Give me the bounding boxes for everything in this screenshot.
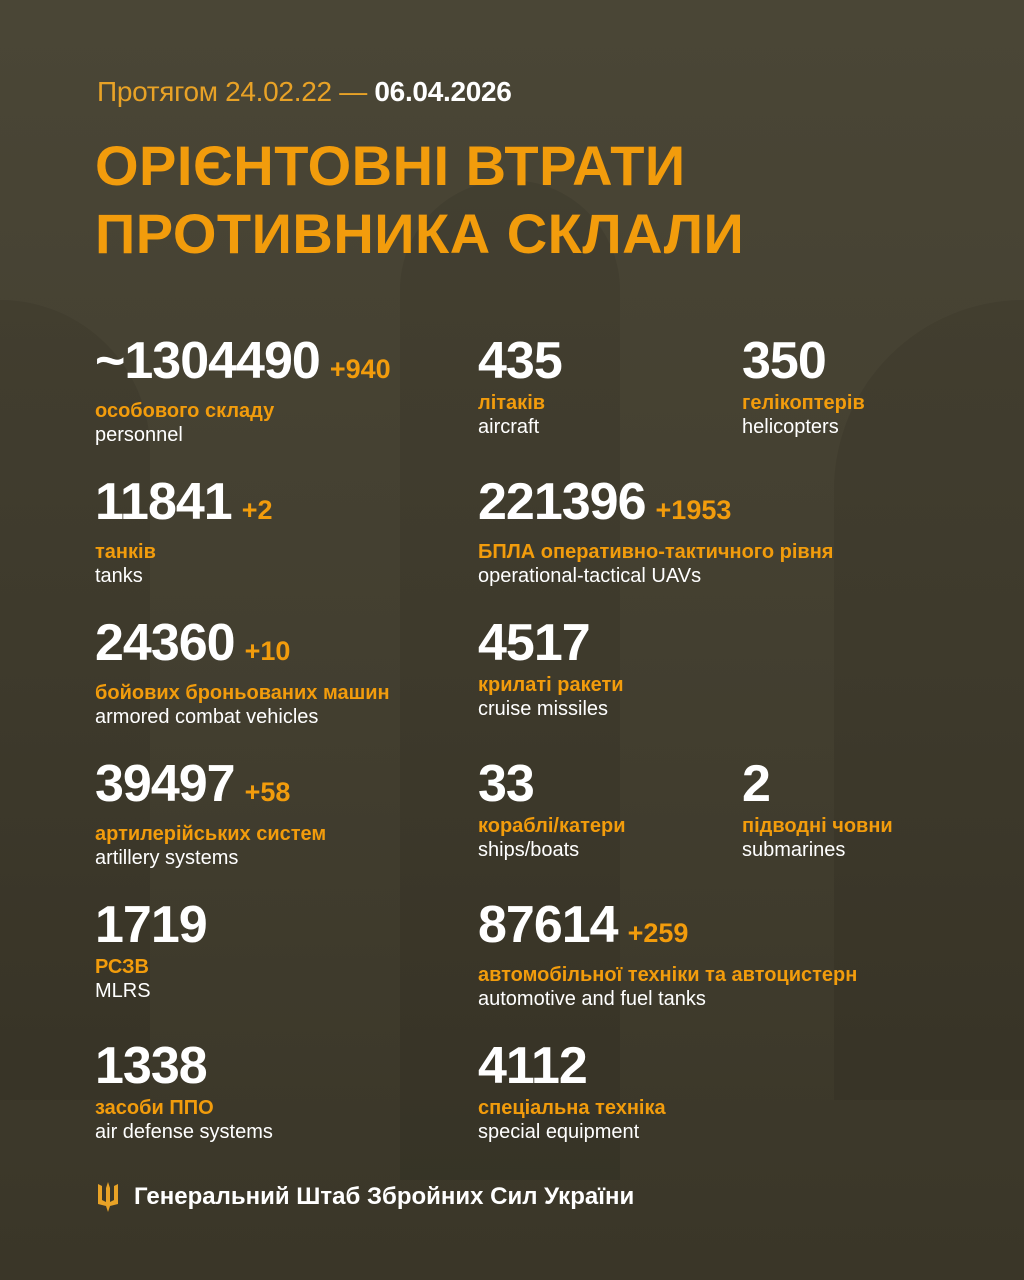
stat-value: 33 — [478, 755, 535, 813]
stat-label-ua: РСЗВ — [95, 956, 149, 978]
stat-item-ships-boats: 33 кораблі/катери ships/boats — [478, 756, 626, 862]
stat-label-en: submarines — [742, 839, 846, 861]
stat-delta: +1953 — [655, 495, 732, 525]
stat-value: 39497 +58 — [95, 755, 291, 813]
stat-value: 2 — [742, 755, 771, 813]
stat-delta: +259 — [627, 918, 689, 948]
stat-label-ua: кораблі/катери — [478, 815, 626, 837]
stat-value: 221396 +1953 — [478, 473, 732, 531]
stat-label-en: tanks — [95, 565, 143, 587]
stat-value: 4517 — [478, 614, 591, 672]
stat-item-operational-tactical-uavs: 221396 +1953 БПЛА оперативно-тактичного рі… — [478, 474, 833, 588]
stat-label-ua: бойових броньованих машин — [95, 682, 390, 704]
stat-label-en: ships/boats — [478, 839, 580, 861]
stat-value: 350 — [742, 332, 827, 390]
stat-value: 4112 — [478, 1037, 588, 1095]
stat-item-tanks: 11841 +2 танків tanks — [95, 474, 273, 588]
stat-item-personnel: ~1304490 +940 особового складу personnel — [95, 333, 391, 447]
stat-label-ua: танків — [95, 541, 156, 563]
stat-label-en: special equipment — [478, 1121, 640, 1143]
footer: Генеральний Штаб Збройних Сил України — [96, 1182, 634, 1212]
stat-label-ua: БПЛА оперативно-тактичного рівня — [478, 541, 834, 563]
stat-value: 11841 +2 — [95, 473, 273, 531]
background-trident-shape — [400, 180, 620, 1180]
stat-item-special-equipment: 4112 спеціальна техніка special equipment — [478, 1038, 666, 1144]
stat-label-en: aircraft — [478, 416, 540, 438]
stat-label-ua: автомобільної техніки та автоцистерн — [478, 964, 858, 986]
stat-value: 435 — [478, 332, 563, 390]
background-trident-shape — [0, 300, 150, 1100]
stat-label-en: MLRS — [95, 980, 151, 1002]
period-subtitle: Протягом 24.02.22 — 06.04.2026 — [97, 76, 512, 107]
stat-label-ua: гелікоптерів — [742, 392, 865, 414]
stat-value: 1338 — [95, 1037, 208, 1095]
stat-label-en: cruise missiles — [478, 698, 609, 720]
stat-label-en: artillery systems — [95, 847, 239, 869]
stat-delta: +2 — [241, 495, 273, 525]
stat-label-ua: спеціальна техніка — [478, 1097, 666, 1119]
stat-value: 24360 +10 — [95, 614, 291, 672]
stat-item-aircraft: 435 літаків aircraft — [478, 332, 563, 439]
stat-delta: +940 — [329, 354, 391, 384]
stat-item-automotive-and-fuel-tanks: 87614 +259 автомобільної техніки та автоци… — [478, 897, 857, 1011]
stat-label-en: personnel — [95, 424, 183, 446]
stat-label-en: automotive and fuel tanks — [478, 988, 706, 1010]
stat-item-submarines: 2 підводні човни submarines — [742, 756, 893, 862]
trident-icon — [98, 1182, 118, 1212]
stat-item-mlrs: 1719 РСЗВ MLRS — [95, 896, 208, 1003]
page-title: ОРІЄНТОВНІ ВТРАТИ ПРОТИВНИКА СКЛАЛИ — [95, 134, 745, 265]
stat-delta: +58 — [244, 777, 291, 807]
stat-item-armored-combat-vehicles: 24360 +10 бойових броньованих машин armored… — [95, 615, 390, 729]
stat-delta: +10 — [244, 636, 291, 666]
stat-item-artillery-systems: 39497 +58 артилерійських систем artillery s… — [95, 756, 326, 870]
stat-value: ~1304490 +940 — [95, 332, 391, 390]
stat-label-ua: артилерійських систем — [95, 823, 327, 845]
stat-value: 1719 — [95, 896, 208, 954]
stat-label-ua: підводні човни — [742, 815, 893, 837]
stat-value: 87614 +259 — [478, 896, 689, 954]
stat-label-en: operational-tactical UAVs — [478, 565, 702, 587]
stat-label-ua: особового складу — [95, 400, 275, 422]
background-trident-shape — [834, 300, 1024, 1100]
stat-label-ua: крилаті ракети — [478, 674, 624, 696]
stat-item-air-defense-systems: 1338 засоби ППО air defense systems — [95, 1038, 273, 1144]
stat-label-en: armored combat vehicles — [95, 706, 319, 728]
stat-label-ua: засоби ППО — [95, 1097, 214, 1119]
stat-label-en: helicopters — [742, 416, 839, 438]
stat-item-cruise-missiles: 4517 крилаті ракети cruise missiles — [478, 615, 624, 721]
stat-label-en: air defense systems — [95, 1121, 273, 1143]
stat-item-helicopters: 350 гелікоптерів helicopters — [742, 333, 865, 439]
stat-label-ua: літаків — [478, 392, 546, 414]
